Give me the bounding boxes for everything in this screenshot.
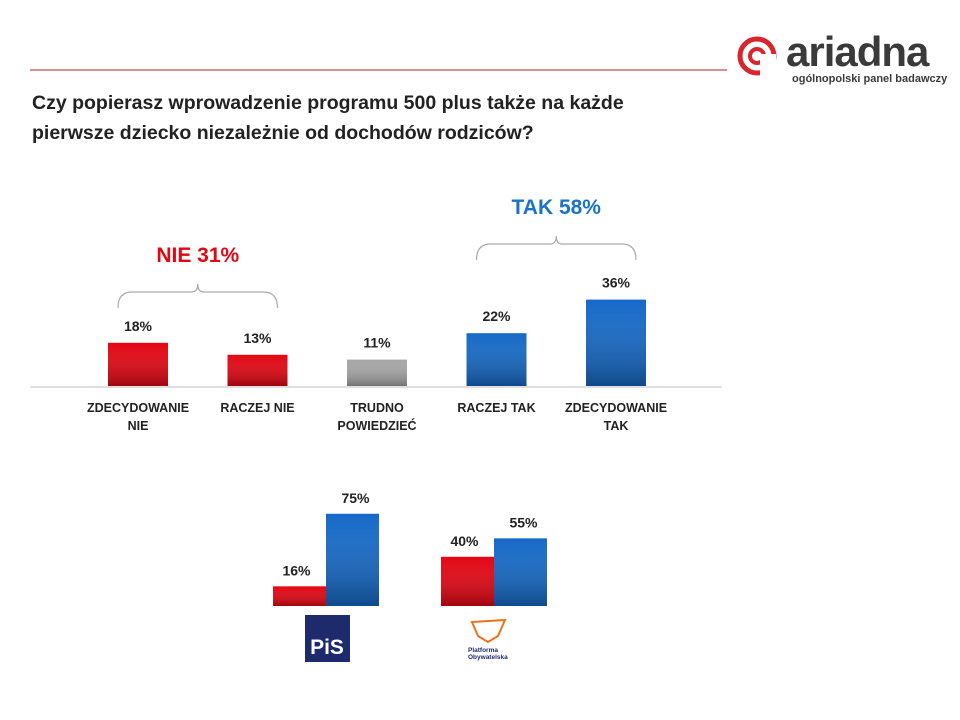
x-tick-label: ZDECYDOWANIE TAK bbox=[564, 401, 668, 433]
brand: ariadna bbox=[786, 28, 929, 75]
value-label: 75% bbox=[341, 490, 370, 506]
x-tick-label: RACZEJ NIE bbox=[220, 401, 295, 415]
bar-shade bbox=[227, 354, 288, 386]
value-label: 40% bbox=[450, 533, 479, 549]
po-logo bbox=[470, 618, 507, 644]
logo-label: Platforma Obywatelska bbox=[468, 647, 508, 661]
x-tick-label: TRUDNO POWIEDZIEĆ bbox=[337, 401, 417, 433]
bar-shade bbox=[494, 538, 547, 606]
x-tick-label: ZDECYDOWANIE NIE bbox=[86, 401, 190, 433]
bar-shade bbox=[273, 586, 326, 606]
value-label: 22% bbox=[482, 308, 511, 324]
brand-icon bbox=[737, 36, 777, 76]
logo-label: PiS bbox=[310, 636, 344, 659]
bar-shade bbox=[347, 359, 407, 386]
bar-shade bbox=[108, 342, 168, 386]
x-tick-label: RACZEJ TAK bbox=[457, 401, 536, 415]
bar-shade bbox=[441, 556, 494, 606]
tagline: ogólnopolski panel badawczy bbox=[792, 73, 948, 85]
value-label: 36% bbox=[602, 275, 631, 291]
bracket bbox=[475, 235, 637, 261]
value-label: 18% bbox=[124, 318, 153, 334]
bracket bbox=[117, 283, 279, 309]
chart-title: Czy popierasz wprowadzenie programu 500 … bbox=[32, 92, 624, 144]
bar-shade bbox=[466, 333, 527, 386]
bar-shade bbox=[586, 299, 646, 386]
value-label: 11% bbox=[363, 335, 391, 351]
value-label: 13% bbox=[243, 330, 272, 346]
value-label: 16% bbox=[282, 562, 311, 578]
bar-shade bbox=[326, 513, 379, 606]
pis-logo bbox=[305, 615, 350, 662]
value-label: 55% bbox=[509, 514, 538, 530]
annotation: TAK 58% bbox=[512, 196, 602, 219]
annotation: NIE 31% bbox=[156, 244, 239, 267]
